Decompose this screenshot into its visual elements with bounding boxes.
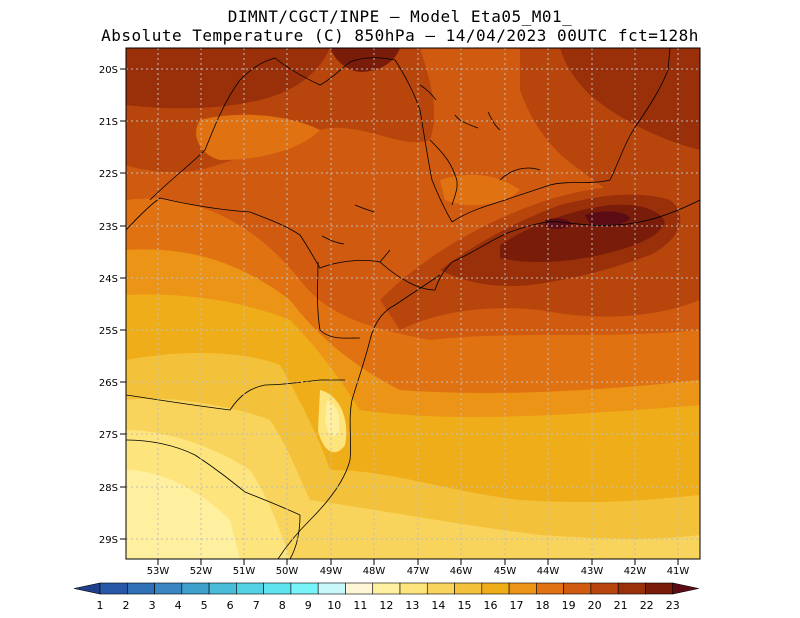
lat-label: 25S — [99, 326, 118, 337]
lon-label: 51W — [233, 566, 256, 577]
colorbar-swatch — [290, 582, 319, 595]
title-line-2: Absolute Temperature (C) 850hPa — 14/04/… — [101, 26, 699, 45]
colorbar-min-arrow — [73, 582, 101, 595]
colorbar-label: 20 — [588, 599, 602, 612]
colorbar-swatch — [508, 582, 537, 595]
colorbar-swatch — [181, 582, 210, 595]
colorbar: 1 2 3 4 5 6 7 8 9 10 11 12 13 14 15 16 17 18 19 20 21 22 23 — [73, 582, 699, 612]
lon-label: 41W — [667, 566, 690, 577]
border-lines — [126, 48, 700, 559]
lat-label: 29S — [99, 535, 118, 546]
colorbar-label: 2 — [123, 599, 130, 612]
colorbar-swatch — [345, 582, 374, 595]
title-line-1: DIMNT/CGCT/INPE — Model Eta05_M01_ — [227, 7, 573, 26]
lon-label: 52W — [190, 566, 213, 577]
lon-label: 46W — [450, 566, 473, 577]
colorbar-label: 7 — [253, 599, 260, 612]
colorbar-swatch — [536, 582, 564, 595]
lat-label: 21S — [99, 117, 118, 128]
lat-label: 27S — [99, 430, 118, 441]
colorbar-swatch — [590, 582, 619, 595]
colorbar-swatch — [454, 582, 483, 595]
lon-label: 43W — [581, 566, 604, 577]
colorbar-label: 9 — [305, 599, 312, 612]
colorbar-swatch — [263, 582, 292, 595]
tick-marks — [120, 68, 679, 565]
reservoir-lines — [321, 84, 501, 245]
colorbar-swatch — [426, 582, 455, 595]
lon-label: 42W — [624, 566, 647, 577]
colorbar-swatch — [399, 582, 428, 595]
colorbar-swatch — [481, 582, 510, 595]
colorbar-swatch — [563, 582, 592, 595]
colorbar-label: 8 — [279, 599, 286, 612]
colorbar-swatch — [126, 582, 155, 595]
lat-label: 24S — [99, 274, 118, 285]
lat-label: 26S — [99, 378, 118, 389]
lon-label: 45W — [494, 566, 517, 577]
lat-label: 20S — [99, 65, 118, 76]
lat-label: 28S — [99, 483, 118, 494]
colorbar-swatch — [617, 582, 646, 595]
colorbar-label: 6 — [227, 599, 234, 612]
latitude-labels: 20S 21S 22S 23S 24S 25S 26S 27S 28S 29S — [99, 65, 118, 546]
colorbar-label: 4 — [175, 599, 182, 612]
lon-label: 48W — [363, 566, 386, 577]
lon-label: 47W — [407, 566, 430, 577]
grid — [126, 48, 700, 559]
lat-label: 22S — [99, 169, 118, 180]
colorbar-swatch — [208, 582, 237, 595]
colorbar-label: 3 — [149, 599, 156, 612]
colorbar-label: 11 — [353, 599, 367, 612]
lon-label: 44W — [537, 566, 560, 577]
colorbar-label: 1 — [97, 599, 104, 612]
plot-frame — [125, 47, 701, 560]
colorbar-label: 22 — [640, 599, 654, 612]
colorbar-max-arrow — [672, 582, 699, 595]
colorbar-label: 21 — [614, 599, 628, 612]
colorbar-label: 23 — [666, 599, 680, 612]
colorbar-label: 19 — [562, 599, 576, 612]
colorbar-swatch — [99, 582, 128, 595]
colorbar-label: 10 — [327, 599, 341, 612]
colorbar-label: 13 — [405, 599, 419, 612]
lat-label: 23S — [99, 222, 118, 233]
colorbar-label: 15 — [457, 599, 471, 612]
longitude-labels: 53W 52W 51W 50W 49W 48W 47W 46W 45W 44W … — [147, 566, 690, 577]
temperature-field — [126, 48, 700, 559]
colorbar-swatch — [236, 582, 264, 595]
colorbar-swatch — [154, 582, 183, 595]
colorbar-label: 5 — [201, 599, 208, 612]
colorbar-label: 14 — [431, 599, 445, 612]
lon-label: 49W — [320, 566, 343, 577]
colorbar-label: 18 — [536, 599, 550, 612]
colorbar-label: 16 — [483, 599, 497, 612]
colorbar-swatch — [372, 582, 401, 595]
colorbar-label: 12 — [379, 599, 393, 612]
colorbar-swatch — [317, 582, 346, 595]
lon-label: 53W — [147, 566, 170, 577]
colorbar-swatch — [645, 582, 674, 595]
lon-label: 50W — [276, 566, 299, 577]
colorbar-label: 17 — [510, 599, 524, 612]
